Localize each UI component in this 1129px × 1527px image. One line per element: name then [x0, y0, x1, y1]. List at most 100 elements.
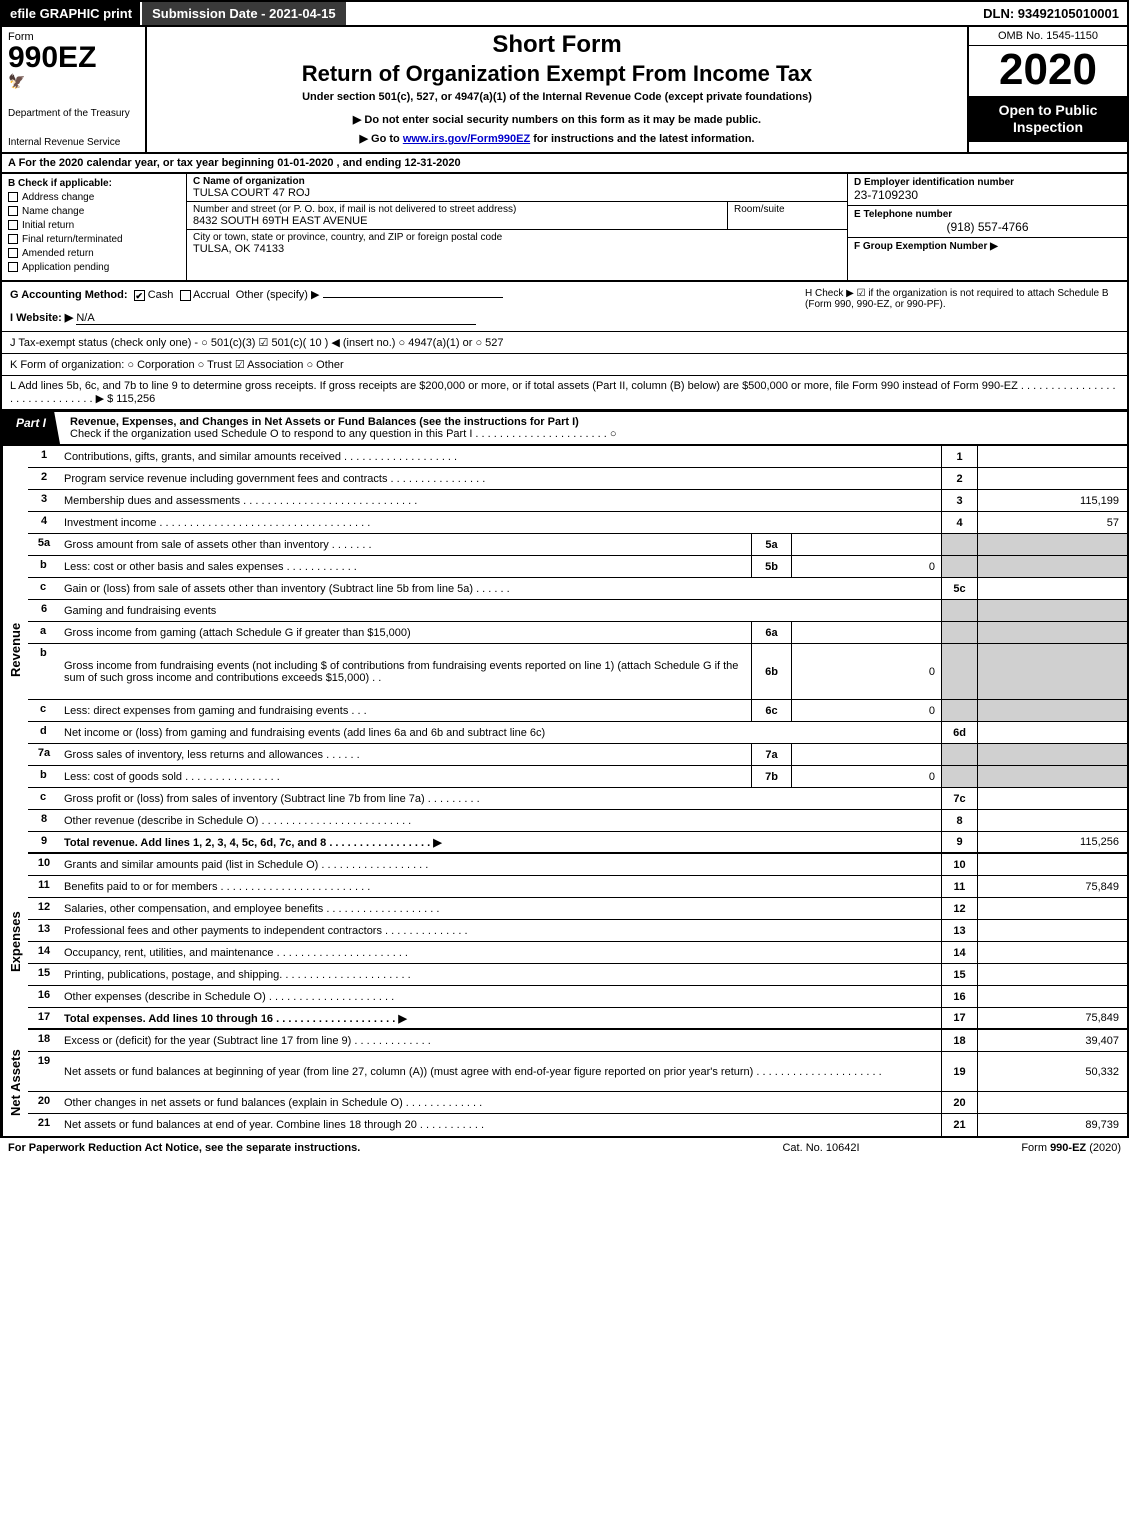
- org-name-label: C Name of organization: [193, 176, 841, 187]
- mini-val: [791, 622, 941, 643]
- other-input[interactable]: [323, 297, 503, 298]
- form-number: 990EZ: [8, 43, 139, 73]
- ein-label: D Employer identification number: [854, 177, 1121, 188]
- goto-note: ▶ Go to www.irs.gov/Form990EZ for instru…: [155, 132, 959, 145]
- rval: 115,199: [977, 490, 1127, 511]
- lnum: 12: [28, 898, 60, 919]
- form-title: Return of Organization Exempt From Incom…: [155, 61, 959, 87]
- cat-no: Cat. No. 10642I: [721, 1142, 921, 1154]
- rnum: 3: [941, 490, 977, 511]
- chk-label: Address change: [22, 192, 94, 203]
- chk-address-change[interactable]: Address change: [8, 192, 180, 203]
- ldesc: Occupancy, rent, utilities, and maintena…: [60, 942, 941, 963]
- lnum: c: [28, 788, 60, 809]
- ldesc: Gross sales of inventory, less returns a…: [60, 744, 751, 765]
- col-def: D Employer identification number 23-7109…: [847, 174, 1127, 280]
- irs-label: Internal Revenue Service: [8, 137, 139, 148]
- ldesc: Net income or (loss) from gaming and fun…: [60, 722, 941, 743]
- line-1: 1 Contributions, gifts, grants, and simi…: [28, 446, 1127, 468]
- cash-checkbox[interactable]: [134, 290, 145, 301]
- ldesc: Net assets or fund balances at beginning…: [60, 1052, 941, 1091]
- lnum: 19: [28, 1052, 60, 1091]
- rval: [977, 854, 1127, 875]
- lnum: 13: [28, 920, 60, 941]
- chk-amended[interactable]: Amended return: [8, 248, 180, 259]
- rval: 57: [977, 512, 1127, 533]
- line-14: 14 Occupancy, rent, utilities, and maint…: [28, 942, 1127, 964]
- chk-final-return[interactable]: Final return/terminated: [8, 234, 180, 245]
- lnum: c: [28, 700, 60, 721]
- lnum: 16: [28, 986, 60, 1007]
- website-label: I Website: ▶: [10, 312, 73, 324]
- part1-tab: Part I: [2, 412, 60, 444]
- line-9: 9 Total revenue. Add lines 1, 2, 3, 4, 5…: [28, 832, 1127, 854]
- line-6b: b Gross income from fundraising events (…: [28, 644, 1127, 700]
- dept-treasury: Department of the Treasury: [8, 108, 139, 119]
- ldesc: Gross income from fundraising events (no…: [60, 644, 751, 699]
- lnum: 7a: [28, 744, 60, 765]
- mini-val: [791, 744, 941, 765]
- rnum-shade: [941, 744, 977, 765]
- rnum: 21: [941, 1114, 977, 1136]
- rval: [977, 722, 1127, 743]
- accrual-checkbox[interactable]: [180, 290, 191, 301]
- ldesc: Other changes in net assets or fund bala…: [60, 1092, 941, 1113]
- line-8: 8 Other revenue (describe in Schedule O)…: [28, 810, 1127, 832]
- line-15: 15 Printing, publications, postage, and …: [28, 964, 1127, 986]
- chk-label: Final return/terminated: [22, 234, 123, 245]
- rval: [977, 468, 1127, 489]
- rnum: 6d: [941, 722, 977, 743]
- lnum: a: [28, 622, 60, 643]
- rval: [977, 986, 1127, 1007]
- ldesc: Salaries, other compensation, and employ…: [60, 898, 941, 919]
- rval-shade: [977, 556, 1127, 577]
- rval: [977, 810, 1127, 831]
- line-20: 20 Other changes in net assets or fund b…: [28, 1092, 1127, 1114]
- mini-num: 6b: [751, 644, 791, 699]
- chk-app-pending[interactable]: Application pending: [8, 262, 180, 273]
- ldesc: Grants and similar amounts paid (list in…: [60, 854, 941, 875]
- rnum: 19: [941, 1052, 977, 1091]
- lnum: 18: [28, 1030, 60, 1051]
- tax-year: 2020: [969, 46, 1127, 96]
- tel: (918) 557-4766: [854, 220, 1121, 234]
- info-grid: B Check if applicable: Address change Na…: [0, 174, 1129, 282]
- lnum: 20: [28, 1092, 60, 1113]
- efile-button[interactable]: efile GRAPHIC print: [2, 2, 140, 25]
- line-7c: c Gross profit or (loss) from sales of i…: [28, 788, 1127, 810]
- rnum: 12: [941, 898, 977, 919]
- rval-shade: [977, 600, 1127, 621]
- chk-initial-return[interactable]: Initial return: [8, 220, 180, 231]
- mini-num: 6a: [751, 622, 791, 643]
- line-6: 6 Gaming and fundraising events: [28, 600, 1127, 622]
- netassets-side-label: Net Assets: [2, 1030, 28, 1136]
- line-19: 19 Net assets or fund balances at beginn…: [28, 1052, 1127, 1092]
- lnum: 17: [28, 1008, 60, 1028]
- mini-val: 0: [791, 644, 941, 699]
- line-7b: b Less: cost of goods sold . . . . . . .…: [28, 766, 1127, 788]
- lnum: 14: [28, 942, 60, 963]
- line-10: 10 Grants and similar amounts paid (list…: [28, 854, 1127, 876]
- lnum: 2: [28, 468, 60, 489]
- rval: [977, 788, 1127, 809]
- row-l: L Add lines 5b, 6c, and 7b to line 9 to …: [0, 376, 1129, 411]
- part1-title: Revenue, Expenses, and Changes in Net As…: [60, 412, 1127, 444]
- lnum: c: [28, 578, 60, 599]
- part1-check-text: Check if the organization used Schedule …: [70, 428, 617, 440]
- rnum-shade: [941, 644, 977, 699]
- irs-link[interactable]: www.irs.gov/Form990EZ: [403, 133, 530, 145]
- other-label: Other (specify) ▶: [236, 289, 320, 301]
- rnum-shade: [941, 766, 977, 787]
- header-right: OMB No. 1545-1150 2020 Open to Public In…: [967, 27, 1127, 152]
- rnum: 1: [941, 446, 977, 467]
- ldesc: Other revenue (describe in Schedule O) .…: [60, 810, 941, 831]
- ldesc: Contributions, gifts, grants, and simila…: [60, 446, 941, 467]
- revenue-side-label: Revenue: [2, 446, 28, 854]
- ldesc: Gross profit or (loss) from sales of inv…: [60, 788, 941, 809]
- rnum-shade: [941, 622, 977, 643]
- header-left: Form 990EZ 🦅 Department of the Treasury …: [2, 27, 147, 152]
- top-bar: efile GRAPHIC print Submission Date - 20…: [0, 0, 1129, 27]
- short-form-title: Short Form: [155, 31, 959, 59]
- goto-pre: ▶ Go to: [360, 133, 403, 145]
- chk-name-change[interactable]: Name change: [8, 206, 180, 217]
